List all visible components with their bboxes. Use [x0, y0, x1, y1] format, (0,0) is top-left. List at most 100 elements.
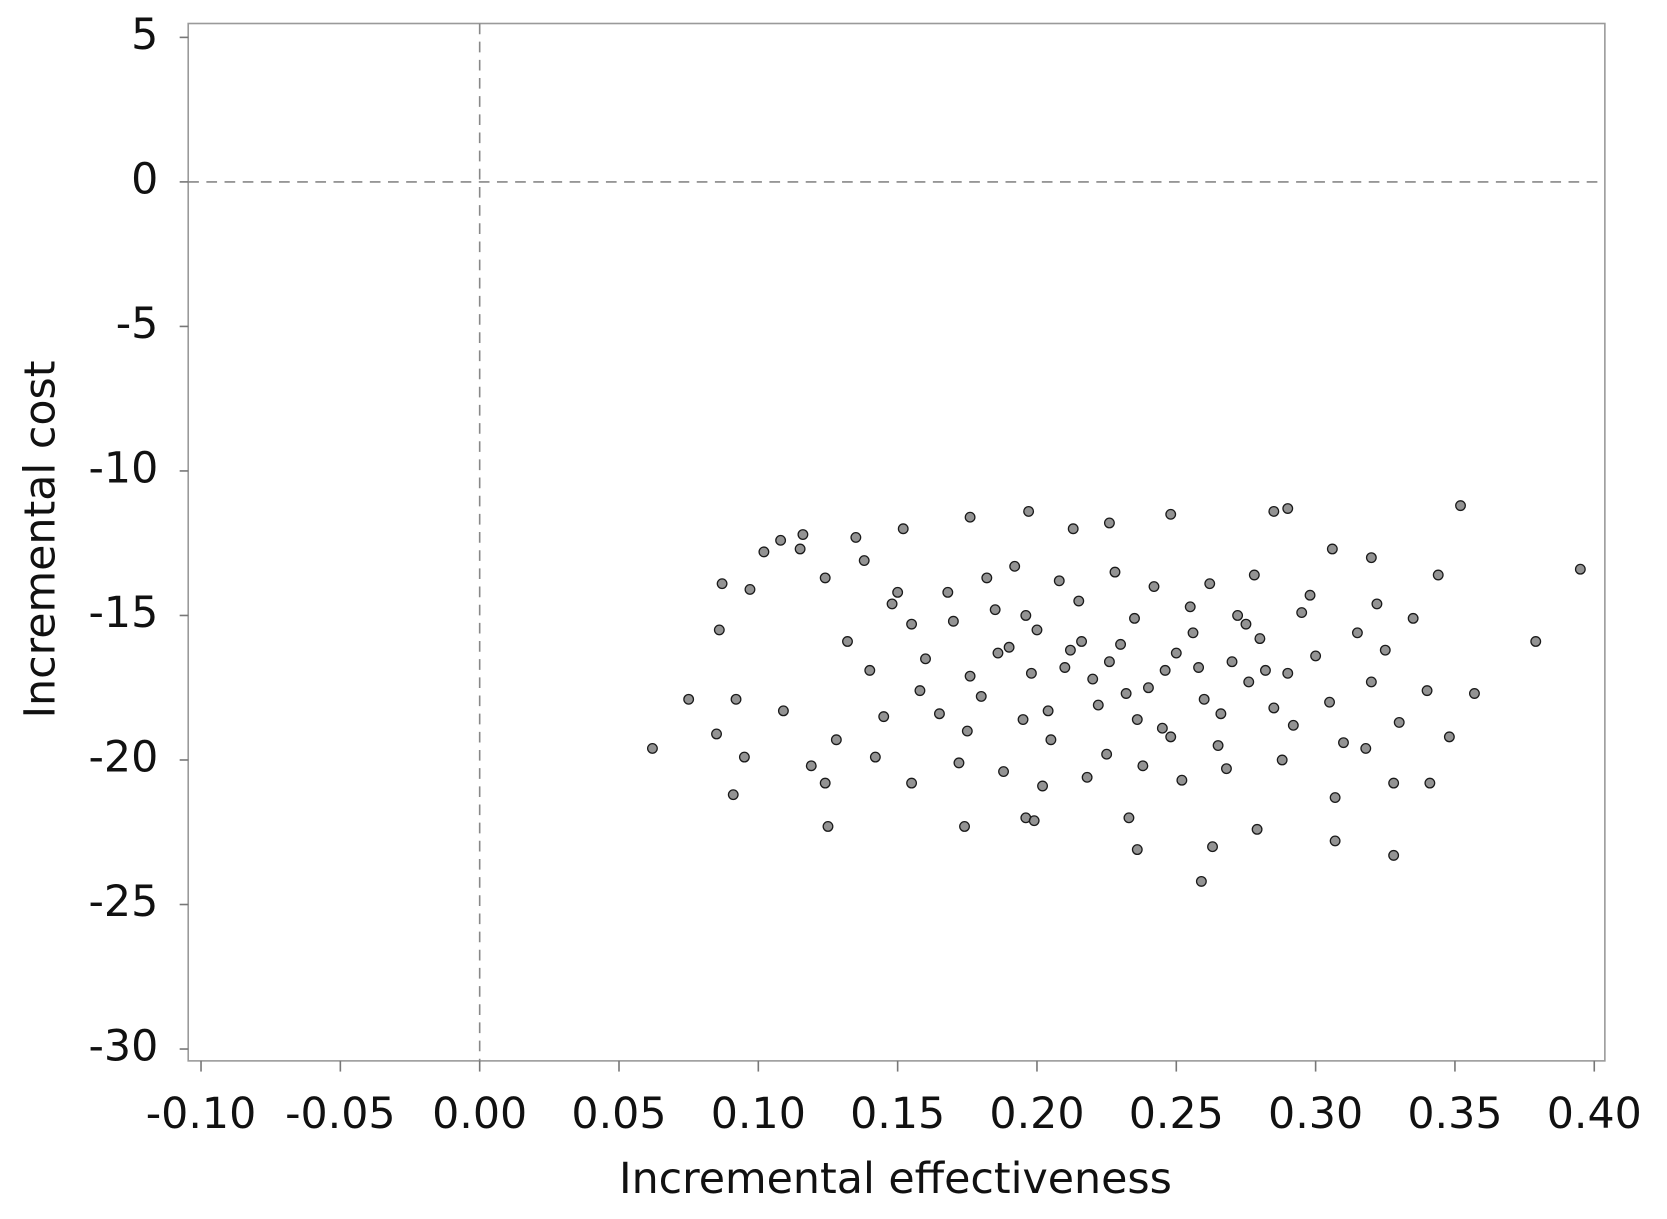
scatter-point	[1156, 722, 1168, 734]
scatter-point	[1109, 566, 1121, 578]
scatter-point	[1365, 552, 1377, 564]
scatter-point	[1388, 777, 1400, 789]
scatter-point	[914, 685, 926, 697]
scatter-point	[1324, 696, 1336, 708]
scatter-point	[947, 615, 959, 627]
scatter-point	[1310, 650, 1322, 662]
scatter-point	[1123, 812, 1135, 824]
scatter-point	[1388, 849, 1400, 861]
scatter-point	[1028, 815, 1040, 827]
scatter-point	[961, 725, 973, 737]
scatter-point	[981, 572, 993, 584]
scatter-point	[1009, 560, 1021, 572]
x-tick-label: 0.35	[1407, 1089, 1502, 1139]
scatter-point	[1031, 624, 1043, 636]
scatter-point	[1243, 676, 1255, 688]
scatter-point	[1142, 682, 1154, 694]
scatter-point	[920, 653, 931, 665]
scatter-point	[777, 705, 789, 717]
x-tick-label: 0.05	[571, 1089, 666, 1139]
scatter-point	[822, 821, 834, 832]
scatter-point	[942, 586, 954, 598]
scatter-point	[959, 821, 970, 832]
scatter-point	[738, 751, 750, 763]
scatter-point	[1081, 771, 1093, 783]
scatter-point	[794, 543, 806, 555]
y-tick-label: -15	[89, 588, 159, 638]
scatter-point	[1326, 543, 1338, 555]
scatter-point	[1424, 777, 1436, 789]
scatter-point	[1103, 656, 1115, 668]
scatter-point	[1407, 612, 1419, 624]
scatter-point	[1254, 633, 1266, 645]
scatter-point	[1129, 612, 1140, 624]
scatter-point	[1530, 636, 1542, 647]
scatter-point	[1067, 523, 1079, 535]
scatter-point	[805, 760, 817, 772]
scatter-point	[1025, 667, 1037, 679]
scatter-point	[878, 711, 890, 723]
scatter-point	[1165, 508, 1177, 520]
scatter-point	[1393, 716, 1405, 728]
x-tick-label: 0.00	[432, 1089, 527, 1139]
scatter-point	[1338, 737, 1349, 749]
x-tick-label: 0.25	[1129, 1089, 1224, 1139]
scatter-point	[869, 751, 881, 763]
scatter-point	[1296, 607, 1308, 619]
scatter-point	[1232, 610, 1244, 621]
scatter-point	[1187, 627, 1199, 639]
scatter-point	[964, 670, 976, 682]
scatter-point	[1165, 731, 1177, 743]
scatter-point	[683, 693, 695, 705]
scatter-point	[1193, 662, 1205, 673]
scatter-point	[1101, 748, 1113, 760]
scatter-point	[744, 584, 756, 595]
scatter-point	[1221, 763, 1232, 775]
scatter-point	[1059, 662, 1071, 673]
scatter-point	[1042, 705, 1054, 717]
scatter-point	[1287, 719, 1299, 731]
scatter-point	[830, 734, 842, 746]
scatter-point	[775, 534, 787, 546]
y-tick-label: 0	[131, 154, 158, 204]
scatter-point	[1115, 638, 1127, 650]
scatter-point	[1371, 598, 1383, 610]
scatter-point	[713, 624, 725, 636]
scatter-point	[1076, 636, 1088, 647]
scatter-point	[1176, 774, 1188, 786]
y-tick-label: -30	[89, 1022, 159, 1072]
scatter-point	[1212, 740, 1224, 751]
scatter-point	[992, 647, 1004, 659]
y-tick-label: -20	[89, 732, 159, 782]
x-tick-label: 0.30	[1268, 1089, 1363, 1139]
scatter-point	[1455, 500, 1466, 512]
scatter-point	[819, 777, 831, 789]
scatter-point	[989, 604, 1001, 616]
scatter-point	[975, 690, 987, 702]
scatter-point	[1574, 563, 1586, 575]
scatter-point	[758, 546, 770, 558]
scatter-point	[1276, 754, 1288, 766]
scatter-point	[1064, 644, 1076, 656]
scatter-point	[1282, 503, 1294, 514]
scatter-point	[964, 511, 976, 523]
scatter-point	[1023, 505, 1035, 517]
scatter-point	[1159, 664, 1171, 676]
scatter-point	[1329, 792, 1341, 804]
scatter-point	[1103, 517, 1115, 529]
scatter-point	[1360, 742, 1372, 754]
scatter-point	[1282, 667, 1294, 679]
scatter-point	[1204, 578, 1216, 590]
scatter-point	[886, 598, 898, 610]
scatter-point	[1020, 610, 1032, 621]
scatter-point	[1170, 647, 1182, 659]
scatter-point	[1037, 780, 1048, 792]
x-axis-title: Incremental effectiveness	[619, 1154, 1172, 1204]
x-tick-label: 0.20	[989, 1089, 1084, 1139]
plot-area	[187, 22, 1606, 1062]
y-tick-label: -10	[89, 443, 159, 493]
scatter-point	[842, 636, 853, 647]
scatter-point	[953, 757, 965, 769]
x-tick-label: 0.10	[711, 1089, 806, 1139]
